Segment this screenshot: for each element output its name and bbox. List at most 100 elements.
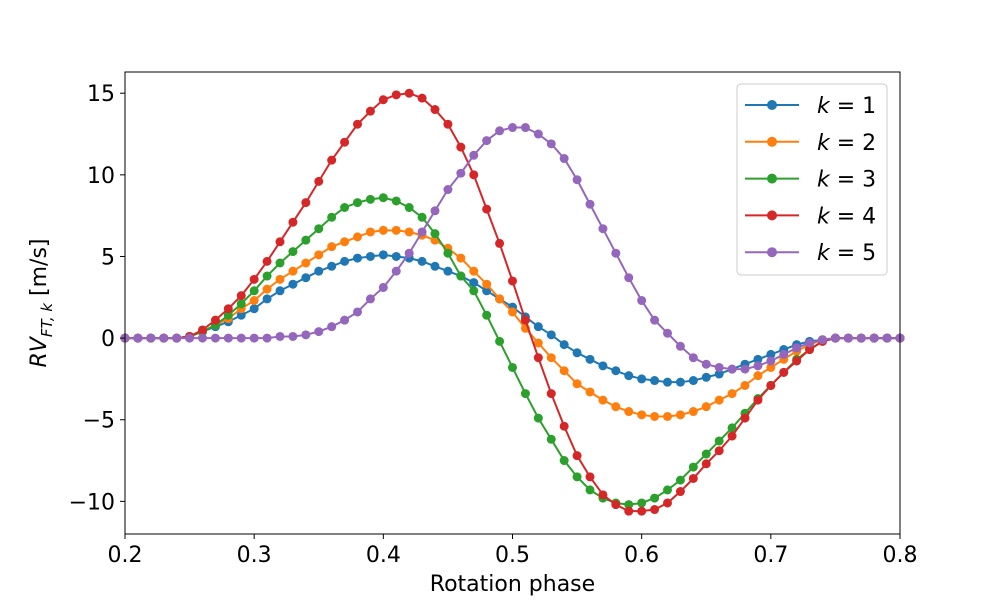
- series-layer: [120, 88, 905, 516]
- data-point: [585, 199, 595, 209]
- data-point: [391, 90, 401, 100]
- data-point: [443, 185, 453, 195]
- data-point: [546, 330, 556, 340]
- data-point: [378, 193, 388, 203]
- data-point: [830, 333, 840, 343]
- data-point: [740, 413, 750, 423]
- data-point: [585, 387, 595, 397]
- data-point: [275, 237, 285, 247]
- data-point: [559, 421, 569, 431]
- data-point: [275, 286, 285, 296]
- data-point: [404, 248, 414, 258]
- data-point: [598, 361, 608, 371]
- data-point: [275, 331, 285, 341]
- data-point: [714, 369, 724, 379]
- data-point: [262, 271, 272, 281]
- data-point: [714, 362, 724, 372]
- data-point: [172, 333, 182, 343]
- data-point: [133, 333, 143, 343]
- data-point: [391, 196, 401, 206]
- data-point: [443, 119, 453, 129]
- data-point: [288, 247, 298, 257]
- data-point: [740, 364, 750, 374]
- data-point: [482, 279, 492, 289]
- data-point: [572, 348, 582, 358]
- legend-marker: [767, 247, 777, 258]
- data-point: [650, 493, 660, 503]
- data-point: [766, 362, 776, 372]
- y-axis: −10 −5 0 5 10 15: [69, 82, 125, 515]
- data-point: [559, 340, 569, 350]
- y-tick-label: 10: [87, 164, 115, 189]
- data-point: [327, 212, 337, 222]
- legend-item: k = 1: [745, 94, 876, 119]
- data-point: [469, 286, 479, 296]
- data-point: [624, 506, 634, 516]
- data-point: [598, 224, 608, 234]
- data-point: [637, 506, 647, 516]
- data-point: [353, 307, 362, 317]
- data-point: [404, 203, 414, 212]
- data-point: [236, 333, 246, 343]
- data-point: [688, 473, 698, 483]
- data-point: [701, 359, 711, 369]
- data-point: [559, 456, 569, 466]
- data-point: [546, 389, 556, 399]
- data-point: [210, 333, 220, 343]
- x-tick-label: 0.2: [108, 543, 143, 568]
- data-point: [249, 333, 259, 343]
- data-point: [417, 256, 427, 266]
- data-point: [572, 379, 582, 389]
- data-point: [495, 294, 505, 304]
- data-point: [546, 139, 556, 149]
- data-point: [236, 310, 246, 320]
- data-point: [688, 353, 698, 363]
- data-point: [508, 276, 517, 286]
- data-point: [327, 261, 337, 271]
- data-point: [701, 459, 711, 469]
- legend-marker: [767, 173, 777, 184]
- y-tick-label: −10: [69, 490, 115, 515]
- data-point: [637, 296, 647, 306]
- legend-item: k = 2: [745, 131, 876, 156]
- data-point: [301, 198, 311, 208]
- data-point: [314, 176, 324, 186]
- data-point: [223, 304, 233, 314]
- series-5: [120, 123, 905, 374]
- data-point: [520, 315, 530, 325]
- legend-label: k = 1: [817, 94, 876, 119]
- data-point: [766, 349, 776, 359]
- data-point: [340, 315, 350, 325]
- data-point: [353, 253, 362, 263]
- data-point: [533, 322, 543, 332]
- data-point: [262, 294, 272, 304]
- data-point: [650, 505, 660, 515]
- data-point: [818, 335, 827, 345]
- x-tick-label: 0.8: [883, 543, 918, 568]
- data-point: [249, 274, 259, 284]
- data-point: [482, 286, 492, 296]
- data-point: [869, 333, 879, 343]
- data-point: [637, 498, 647, 508]
- legend-marker: [767, 210, 777, 221]
- data-point: [753, 395, 763, 405]
- data-point: [572, 472, 582, 482]
- data-point: [856, 333, 866, 343]
- data-point: [611, 248, 621, 258]
- data-point: [533, 413, 543, 423]
- legend: k = 1 k = 2 k = 3 k = 4 k = 5: [736, 83, 888, 276]
- legend-box: [736, 83, 888, 276]
- y-label-subscript: FT, k: [38, 302, 56, 338]
- data-point: [624, 407, 634, 417]
- data-point: [650, 411, 660, 421]
- data-point: [327, 242, 337, 252]
- x-tick-label: 0.7: [753, 543, 788, 568]
- data-point: [701, 449, 711, 459]
- legend-marker: [767, 136, 777, 147]
- data-point: [792, 343, 802, 353]
- y-tick-label: 5: [101, 245, 115, 270]
- y-axis-label: RVFT, k [m/s]: [27, 238, 56, 367]
- data-point: [546, 434, 556, 444]
- data-point: [404, 227, 414, 237]
